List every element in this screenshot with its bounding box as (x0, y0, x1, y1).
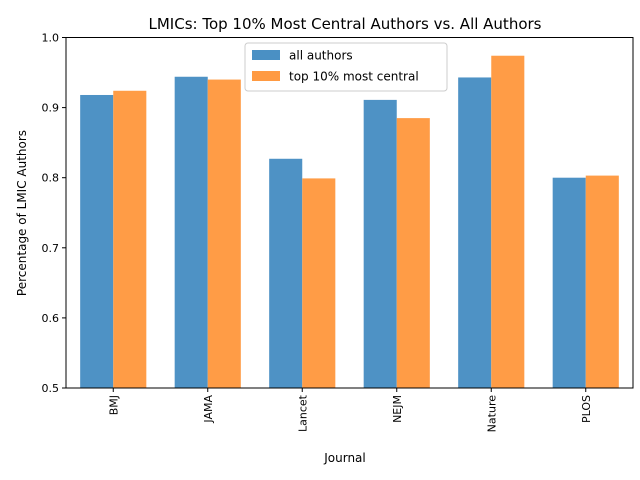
bar-top-central-nejm (396, 118, 430, 389)
bar-all-authors-lancet (269, 158, 303, 388)
x-tick-label: NEJM (391, 395, 404, 423)
x-axis: BMJ JAMA Lancet NEJM Nature PLOS (107, 388, 593, 432)
bar-top-central-jama (207, 79, 241, 388)
y-tick-label: 0.7 (42, 242, 60, 255)
y-tick-label: 0.9 (42, 102, 60, 115)
legend-label: top 10% most central (289, 70, 419, 84)
bar-top-central-bmj (113, 90, 147, 388)
bar-all-authors-plos (552, 177, 586, 388)
y-tick-label: 0.6 (42, 312, 60, 325)
bar-top-central-plos (585, 175, 619, 388)
x-axis-label: Journal (323, 451, 366, 465)
bar-all-authors-nejm (363, 99, 397, 388)
y-axis: 0.5 0.6 0.7 0.8 0.9 1.0 (42, 32, 66, 395)
bar-top-central-nature (491, 55, 525, 388)
x-tick-label: Lancet (296, 394, 309, 432)
y-axis-label: Percentage of LMIC Authors (15, 130, 29, 296)
bar-all-authors-jama (174, 76, 208, 389)
bar-top-central-lancet (302, 178, 336, 388)
chart-title: LMICs: Top 10% Most Central Authors vs. … (149, 15, 542, 33)
bar-all-authors-nature (458, 77, 492, 388)
x-tick-label: PLOS (580, 395, 593, 423)
x-tick-label: BMJ (107, 395, 120, 415)
legend-swatch (252, 50, 280, 60)
y-tick-label: 1.0 (42, 32, 60, 45)
legend-label: all authors (289, 49, 353, 63)
bars-group (80, 55, 619, 389)
legend-swatch (252, 71, 280, 81)
legend: all authors top 10% most central (244, 42, 448, 92)
y-tick-label: 0.8 (42, 172, 60, 185)
y-tick-label: 0.5 (42, 382, 60, 395)
bar-all-authors-bmj (80, 94, 114, 389)
x-tick-label: Nature (485, 395, 498, 433)
legend-box (244, 42, 448, 92)
plot-frame (65, 37, 634, 389)
x-tick-label: JAMA (202, 395, 215, 424)
